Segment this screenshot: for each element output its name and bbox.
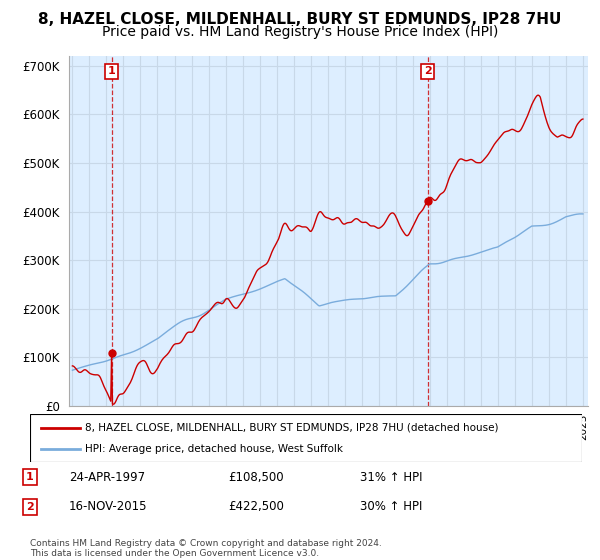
- FancyBboxPatch shape: [30, 414, 582, 462]
- Text: 31% ↑ HPI: 31% ↑ HPI: [360, 470, 422, 484]
- Text: £422,500: £422,500: [228, 500, 284, 514]
- Text: 24-APR-1997: 24-APR-1997: [69, 470, 145, 484]
- Text: 8, HAZEL CLOSE, MILDENHALL, BURY ST EDMUNDS, IP28 7HU: 8, HAZEL CLOSE, MILDENHALL, BURY ST EDMU…: [38, 12, 562, 27]
- Text: Price paid vs. HM Land Registry's House Price Index (HPI): Price paid vs. HM Land Registry's House …: [102, 25, 498, 39]
- Text: 16-NOV-2015: 16-NOV-2015: [69, 500, 148, 514]
- Text: 1: 1: [108, 67, 116, 77]
- Text: £108,500: £108,500: [228, 470, 284, 484]
- Text: 2: 2: [26, 502, 34, 512]
- Text: 2: 2: [424, 67, 431, 77]
- Text: 1: 1: [26, 472, 34, 482]
- Text: Contains HM Land Registry data © Crown copyright and database right 2024.
This d: Contains HM Land Registry data © Crown c…: [30, 539, 382, 558]
- Text: HPI: Average price, detached house, West Suffolk: HPI: Average price, detached house, West…: [85, 444, 343, 454]
- Text: 30% ↑ HPI: 30% ↑ HPI: [360, 500, 422, 514]
- Text: 8, HAZEL CLOSE, MILDENHALL, BURY ST EDMUNDS, IP28 7HU (detached house): 8, HAZEL CLOSE, MILDENHALL, BURY ST EDMU…: [85, 423, 499, 433]
